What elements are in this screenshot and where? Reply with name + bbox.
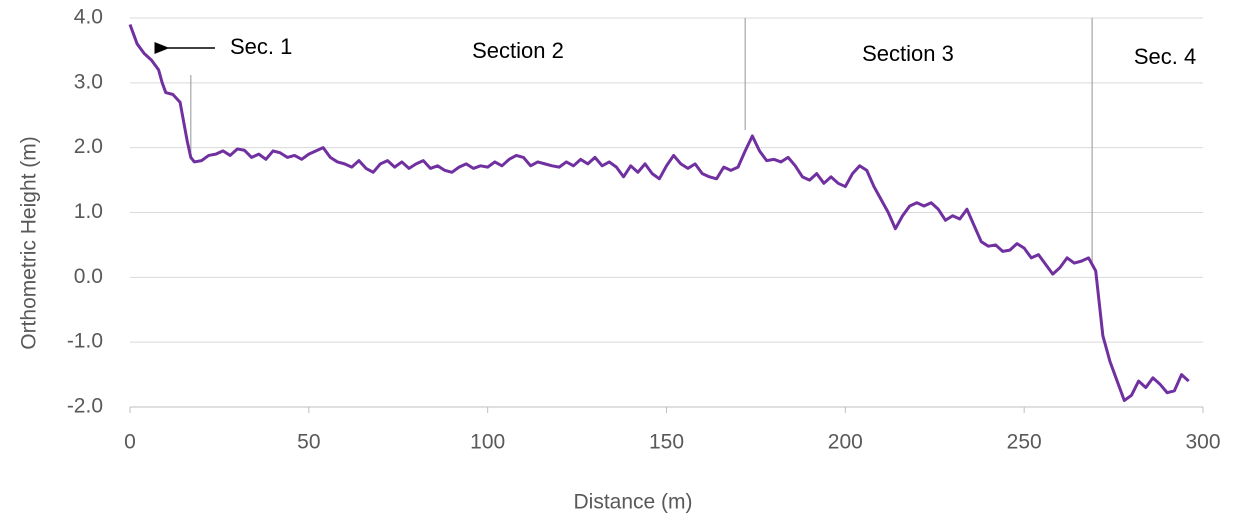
x-tick-label: 150	[649, 431, 684, 454]
profile-line	[128, 23, 1190, 403]
y-tick-label: 0.0	[74, 265, 103, 288]
x-tick-label: 300	[1185, 431, 1220, 454]
section-label: Sec. 1	[230, 34, 292, 59]
x-tick-label: 100	[470, 431, 505, 454]
x-tick-label: 200	[828, 431, 863, 454]
section-label: Sec. 4	[1134, 44, 1196, 69]
y-tick-label: -2.0	[67, 395, 103, 418]
section-label: Section 3	[862, 41, 954, 66]
y-tick-label: 1.0	[74, 200, 103, 223]
y-tick-label: 4.0	[74, 6, 103, 29]
section-label: Section 2	[472, 38, 564, 63]
y-axis-title: Orthometric Height (m)	[18, 136, 41, 350]
y-tick-label: 3.0	[74, 70, 103, 93]
x-tick-label: 50	[297, 431, 320, 454]
x-tick-label: 0	[124, 431, 136, 454]
x-tick-label: 250	[1007, 431, 1042, 454]
y-tick-label: -1.0	[67, 330, 103, 353]
y-tick-label: 2.0	[74, 135, 103, 158]
x-axis-title: Distance (m)	[573, 491, 692, 514]
